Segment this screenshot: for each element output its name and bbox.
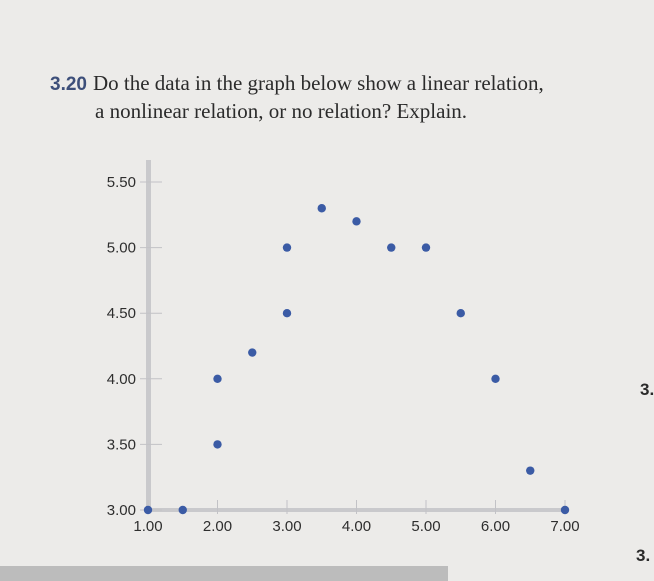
y-tick-label: 4.50: [107, 305, 136, 322]
x-tick-label: 5.00: [411, 518, 440, 535]
data-point: [178, 505, 187, 515]
y-tick-labels: 3.00 3.50 4.00 4.50 5.00 5.50: [107, 174, 162, 519]
edge-label-right-top: 3.: [640, 380, 654, 399]
y-tick-label: 4.00: [107, 371, 136, 388]
data-point: [213, 440, 222, 449]
question-text: 3.20 Do the data in the graph below show …: [50, 70, 640, 125]
y-tick-label: 3.50: [107, 436, 136, 453]
x-tick-label: 2.00: [203, 518, 232, 535]
data-point: [421, 243, 431, 252]
x-axis-bar: [146, 508, 565, 512]
bottom-strip: [0, 566, 448, 581]
data-point: [560, 505, 570, 515]
x-tick-label: 3.00: [272, 518, 301, 535]
question-number: 3.20: [50, 74, 87, 95]
x-tick-label: 7.00: [550, 518, 579, 535]
x-tick-label: 4.00: [342, 518, 371, 535]
data-point: [387, 243, 396, 252]
y-tick-label: 5.00: [107, 240, 136, 257]
data-point: [526, 466, 535, 475]
question-line-2: a nonlinear relation, or no relation? Ex…: [95, 99, 468, 123]
data-point: [317, 204, 326, 213]
edge-label-right-bottom: 3.: [636, 546, 651, 565]
data-point: [282, 309, 292, 318]
data-point: [213, 374, 222, 383]
data-point: [282, 243, 292, 252]
data-point: [352, 217, 361, 226]
y-tick-label: 5.50: [107, 174, 136, 191]
x-tick-labels: 1.00 2.00 3.00 4.00 5.00 6.00 7.00: [133, 500, 580, 535]
y-axis-bar: [146, 160, 151, 510]
data-point: [248, 348, 257, 357]
data-point: [143, 505, 153, 515]
data-point: [456, 309, 465, 318]
chart-axes: [146, 160, 565, 512]
x-tick-label: 1.00: [133, 518, 162, 535]
data-point: [491, 374, 500, 383]
x-tick-label: 6.00: [481, 518, 510, 535]
data-points: [143, 204, 570, 515]
y-tick-label: 3.00: [107, 502, 136, 519]
question-line-1: Do the data in the graph below show a li…: [92, 71, 544, 95]
